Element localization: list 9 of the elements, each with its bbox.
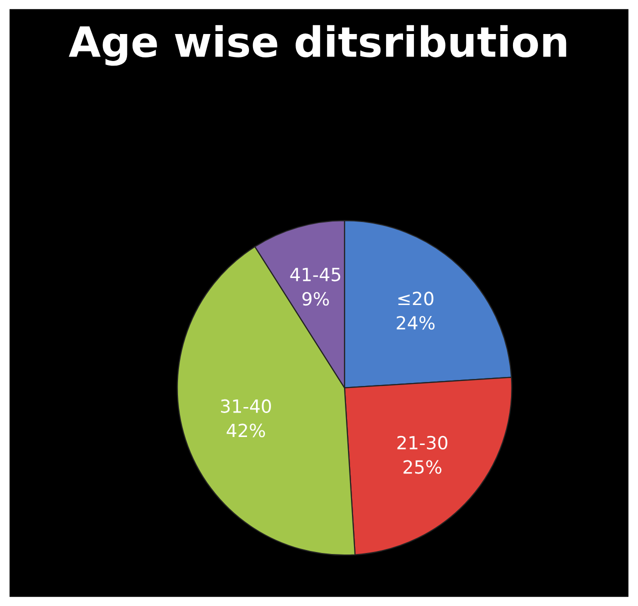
slice-label: 31-40 (221, 399, 271, 413)
data-label: 42% (226, 424, 265, 438)
data-label: 25% (404, 460, 442, 474)
slice-label: ≤20 (398, 292, 434, 306)
data-label: 24% (396, 316, 435, 330)
data-label: 9% (302, 292, 329, 306)
slice-label: 41-45 (290, 268, 340, 282)
chart-title: Age wise ditsribution (68, 25, 566, 66)
slice-label: 21-30 (397, 436, 448, 450)
